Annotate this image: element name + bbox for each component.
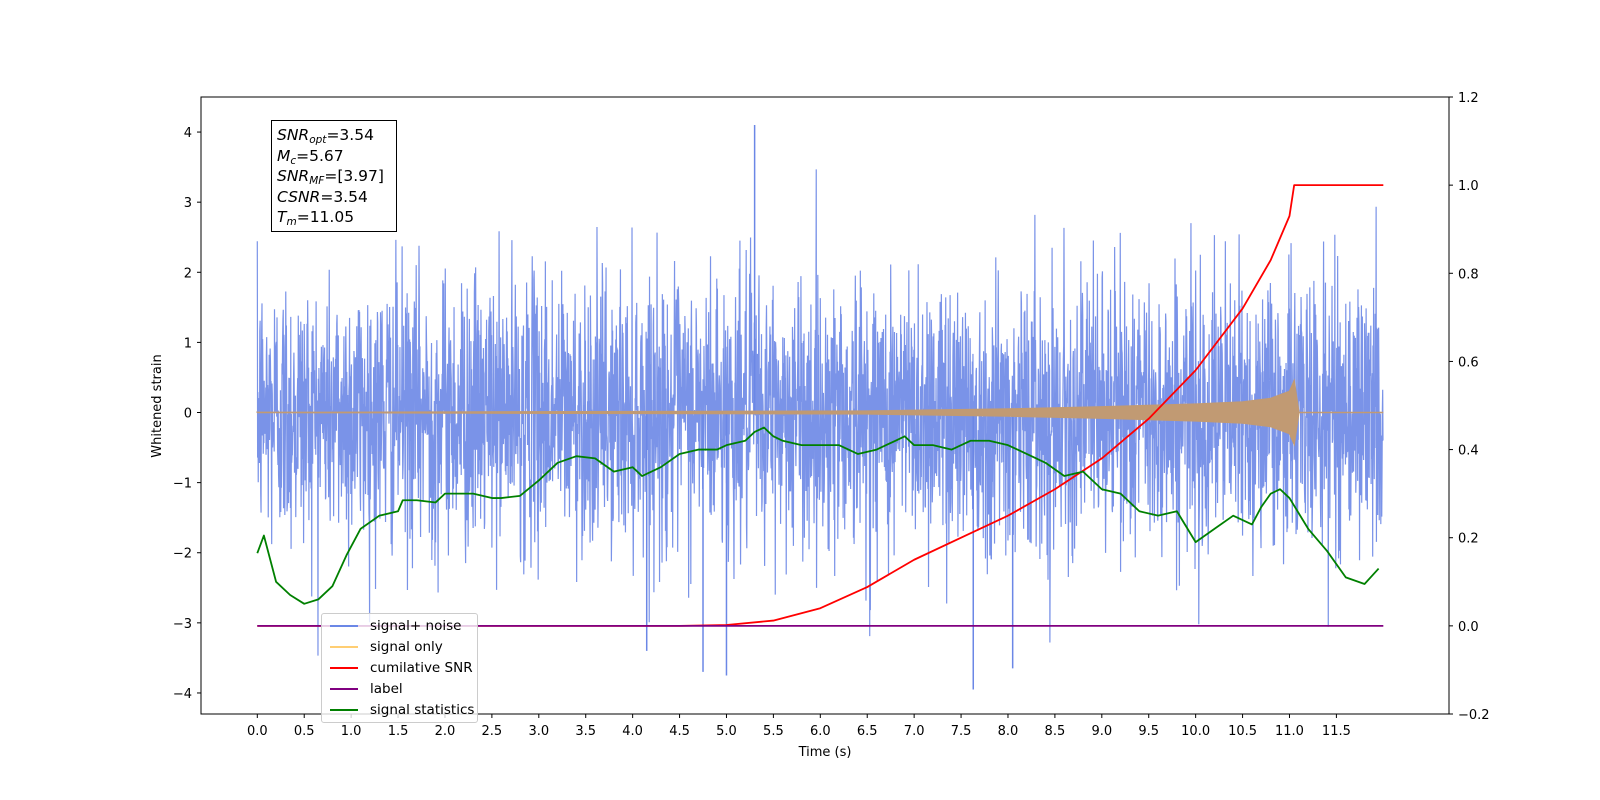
y-right-tick-label: 1.2 xyxy=(1458,91,1479,106)
y-right-tick-label: 0.2 xyxy=(1458,532,1479,547)
legend-item-signal-noise: signal+ noise xyxy=(330,616,477,637)
legend: signal+ noise signal only cumilative SNR… xyxy=(321,613,478,723)
y-tick-label: 1 xyxy=(184,336,192,351)
x-tick-label: 11.5 xyxy=(1322,724,1351,739)
legend-swatch xyxy=(330,708,358,711)
plot-area xyxy=(255,125,1384,690)
signal-only-line xyxy=(255,378,1384,447)
x-tick-label: 2.5 xyxy=(482,724,503,739)
snr-opt-label: SNRopt=3.54 xyxy=(277,126,374,146)
y-right-tick-label: 0.4 xyxy=(1458,444,1479,459)
merger-time-label: Tm=11.05 xyxy=(277,208,355,228)
legend-item-signal-statistics: signal statistics xyxy=(330,699,477,720)
x-tick-label: 4.5 xyxy=(669,724,690,739)
y-right-tick-label: 0.8 xyxy=(1458,267,1479,282)
legend-item-label: label xyxy=(330,678,477,699)
x-tick-label: 4.0 xyxy=(622,724,643,739)
x-tick-label: 7.5 xyxy=(951,724,972,739)
csnr-label: CSNR=3.54 xyxy=(277,187,368,206)
legend-swatch xyxy=(330,666,358,669)
x-axis-label: Time (s) xyxy=(798,745,852,760)
y-right-tick-label: 0.6 xyxy=(1458,355,1479,370)
legend-swatch xyxy=(330,646,358,649)
legend-item-signal-only: signal only xyxy=(330,637,477,658)
y-tick-label: −1 xyxy=(173,477,192,492)
x-tick-label: 2.0 xyxy=(435,724,456,739)
signal-statistics-line xyxy=(256,426,1380,605)
y-tick-label: 3 xyxy=(184,196,192,211)
signal-noise-line xyxy=(256,169,1384,656)
x-tick-label: 5.0 xyxy=(716,724,737,739)
x-tick-label: 10.0 xyxy=(1181,724,1210,739)
x-tick-label: 8.0 xyxy=(998,724,1019,739)
y-tick-label: 4 xyxy=(184,126,192,141)
y-right-tick-label: 0.0 xyxy=(1458,620,1479,635)
y-axis-left: 4 3 2 1 0 −1 −2 −3 −4 xyxy=(173,126,201,702)
x-tick-label: 8.5 xyxy=(1045,724,1066,739)
x-tick-label: 11.0 xyxy=(1275,724,1304,739)
y-axis-right: 1.2 1.0 0.8 0.6 0.4 0.2 0.0 −0.2 xyxy=(1449,91,1490,723)
y-tick-label: 2 xyxy=(184,266,192,281)
legend-swatch xyxy=(330,687,358,690)
y-right-tick-label: −0.2 xyxy=(1458,708,1490,723)
legend-swatch xyxy=(330,625,358,628)
y-tick-label: 0 xyxy=(184,407,192,422)
x-tick-label: 3.0 xyxy=(528,724,549,739)
x-tick-label: 5.5 xyxy=(763,724,784,739)
x-tick-label: 1.5 xyxy=(388,724,409,739)
y-tick-label: −4 xyxy=(173,687,192,702)
legend-item-cumulative-snr: cumilative SNR xyxy=(330,658,477,679)
x-tick-label: 6.0 xyxy=(810,724,831,739)
y-tick-label: −2 xyxy=(173,547,192,562)
cumulative-snr-line xyxy=(257,184,1384,627)
y-axis-label: Whitened strain xyxy=(150,354,165,457)
stats-annotation-box: SNRopt=3.54 Mc=5.67 SNRMF=[3.97] CSNR=3.… xyxy=(271,120,397,232)
y-tick-label: −3 xyxy=(173,617,192,632)
chirp-mass-label: Mc=5.67 xyxy=(277,146,344,167)
legend-label: signal+ noise xyxy=(370,618,462,635)
x-tick-label: 3.5 xyxy=(575,724,596,739)
axes-frame xyxy=(200,96,1450,715)
x-tick-label: 6.5 xyxy=(857,724,878,739)
x-tick-label: 0.5 xyxy=(294,724,315,739)
legend-label: signal only xyxy=(370,639,443,656)
x-tick-label: 9.5 xyxy=(1138,724,1159,739)
legend-label: signal statistics xyxy=(370,701,475,718)
x-axis: 0.0 0.5 1.0 1.5 2.0 2.5 3.0 3.5 4.0 4.5 5.0 5.5 6.0 6… xyxy=(247,714,1351,739)
snr-mf-label: SNRMF=[3.97] xyxy=(277,167,384,187)
legend-label: label xyxy=(370,680,403,697)
x-tick-label: 0.0 xyxy=(247,724,268,739)
x-tick-label: 7.0 xyxy=(904,724,925,739)
x-tick-label: 1.0 xyxy=(341,724,362,739)
legend-label: cumilative SNR xyxy=(370,659,473,676)
x-tick-label: 9.0 xyxy=(1091,724,1112,739)
x-tick-label: 10.5 xyxy=(1228,724,1257,739)
y-right-tick-label: 1.0 xyxy=(1458,179,1479,194)
